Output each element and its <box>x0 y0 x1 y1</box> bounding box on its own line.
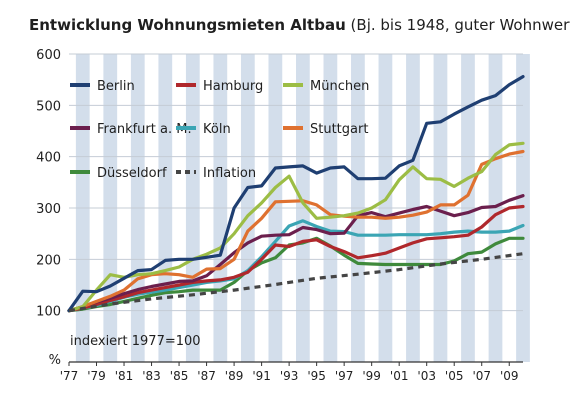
series-line-frankfurt-a-m <box>67 194 525 313</box>
legend-label-stuttgart: Stuttgart <box>310 122 368 137</box>
x-tick-label-1995: '95 <box>307 369 326 383</box>
series-line-köln <box>67 219 525 313</box>
x-tick-label-1991: '91 <box>252 369 271 383</box>
y-tick-label-200: 200 <box>36 253 61 268</box>
y-tick-label-600: 600 <box>36 48 61 63</box>
y-tick-label-100: 100 <box>36 305 61 320</box>
x-tick-label-1997: '97 <box>335 369 354 383</box>
chart-subtitle: (Bj. bis 1948, guter Wohnwert) <box>350 16 570 34</box>
x-tick-label-2007: '07 <box>472 369 491 383</box>
x-tick-label-1993: '93 <box>280 369 299 383</box>
y-axis-label: % <box>49 353 61 368</box>
legend-label-düsseldorf: Düsseldorf <box>97 166 167 181</box>
x-tick-label-1981: '81 <box>115 369 134 383</box>
series-line-berlin <box>67 74 525 313</box>
y-tick-label-300: 300 <box>36 202 61 217</box>
chart-title: Entwicklung Wohnungsmieten Altbau (Bj. b… <box>29 16 570 34</box>
y-tick-label-500: 500 <box>36 99 61 114</box>
legend-label-köln: Köln <box>203 122 231 137</box>
x-tick-label-2001: '01 <box>390 369 409 383</box>
x-tick-label-1979: '79 <box>87 369 106 383</box>
legend-label-berlin: Berlin <box>97 79 135 94</box>
x-tick-label-2005: '05 <box>445 369 464 383</box>
legend-label-hamburg: Hamburg <box>203 79 263 94</box>
legend-label-inflation: Inflation <box>203 166 256 181</box>
x-tick-label-1999: '99 <box>362 369 381 383</box>
y-tick-label-400: 400 <box>36 151 61 166</box>
legend-label-frankfurt-a-m: Frankfurt a. M. <box>97 122 192 137</box>
legend-label-münchen: München <box>310 79 369 94</box>
x-tick-label-1985: '85 <box>170 369 189 383</box>
chart-title-main: Entwicklung Wohnungsmieten Altbau <box>29 16 346 34</box>
series-line-stuttgart <box>67 149 525 313</box>
x-tick-label-1977: '77 <box>60 369 79 383</box>
series-line-hamburg <box>67 204 525 313</box>
x-tick-label-1983: '83 <box>142 369 161 383</box>
x-tick-label-1989: '89 <box>225 369 244 383</box>
x-tick-label-2003: '03 <box>417 369 436 383</box>
series-line-münchen <box>67 141 525 313</box>
x-tick-label-2009: '09 <box>500 369 519 383</box>
index-annotation: indexiert 1977=100 <box>70 334 201 349</box>
x-tick-label-1987: '87 <box>197 369 216 383</box>
